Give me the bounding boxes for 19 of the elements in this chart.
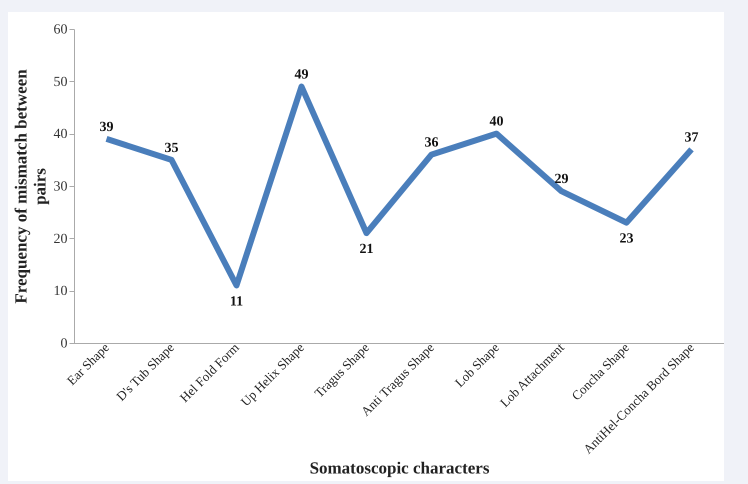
data-label: 49 [294,68,308,83]
data-label: 36 [424,136,438,151]
data-label: 29 [554,172,568,188]
y-tick-label: 20 [54,232,68,247]
y-tick-label: 30 [54,180,68,194]
y-tick-label: 10 [54,284,68,300]
data-label: 40 [490,114,504,130]
y-tick-label: 0 [60,336,68,352]
data-label: 35 [164,140,178,156]
data-label: 23 [620,232,634,247]
data-label: 39 [100,120,114,135]
y-tick-label: 60 [54,22,68,38]
y-axis-title: Frequency of mismatch between pairs [12,68,50,304]
y-tick-label: 50 [54,74,68,90]
data-label: 11 [230,294,244,310]
data-label: 21 [360,242,374,258]
data-label: 37 [684,130,698,146]
x-axis-title: Somatoscopic characters [310,458,490,478]
y-tick-label: 40 [54,127,68,142]
